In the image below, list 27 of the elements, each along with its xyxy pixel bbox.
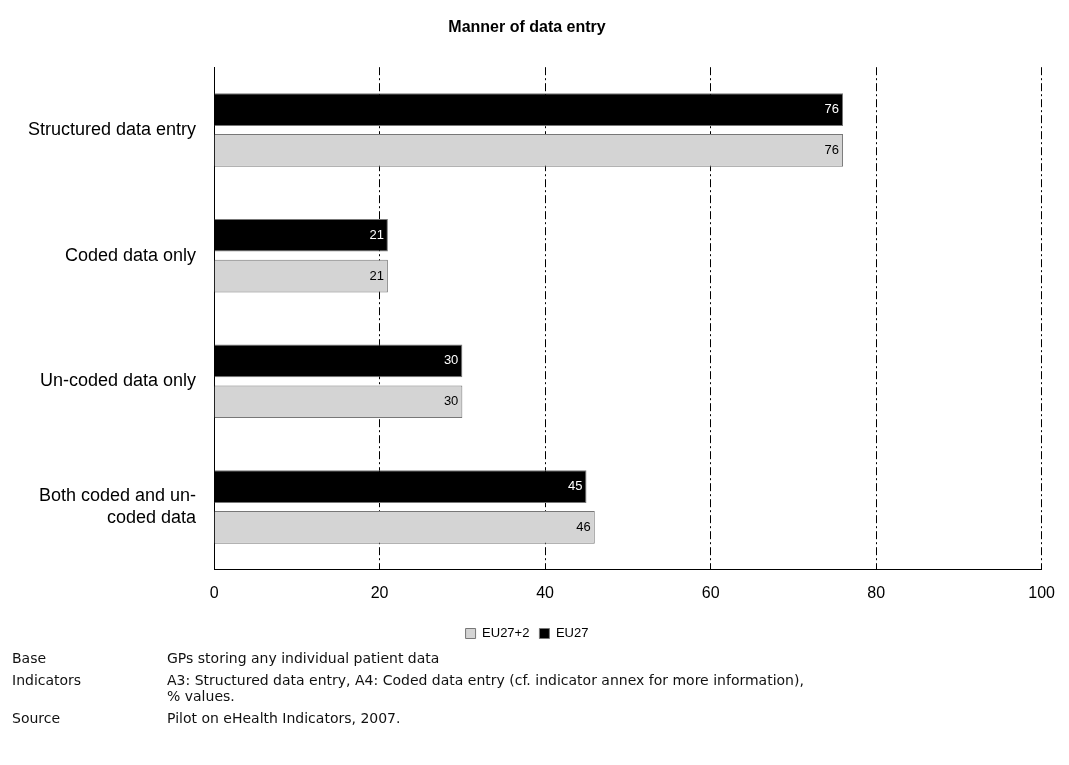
x-tick-label: 60 xyxy=(701,583,720,601)
x-tick-label: 40 xyxy=(536,583,555,601)
text: A3: Structured data entry, A4: Coded data entry (cf. indicator annex for more information), % values. xyxy=(167,672,805,704)
data-label: 46 xyxy=(576,518,591,534)
text: Indicators xyxy=(12,672,83,690)
y-tick-label: Coded data only xyxy=(64,244,197,265)
y-tick-label: Un-coded data only xyxy=(39,370,197,391)
text: Source xyxy=(12,710,62,726)
legend-label: EU27+2 xyxy=(482,625,530,641)
data-label: 30 xyxy=(443,393,459,409)
data-label: 21 xyxy=(369,226,384,242)
y-tick-label: Structured data entry xyxy=(28,118,197,139)
text: Pilot on eHealth Indicators, 2007. xyxy=(167,710,402,726)
text: Base xyxy=(12,650,48,666)
x-tick-label: 100 xyxy=(1028,583,1056,601)
legend-label: EU27 xyxy=(555,625,589,641)
data-label: 30 xyxy=(443,352,459,368)
data-label: 76 xyxy=(824,101,840,117)
data-label: 76 xyxy=(824,142,840,158)
data-label: 21 xyxy=(369,267,384,283)
data-label: 45 xyxy=(568,478,583,494)
x-tick-label: 20 xyxy=(370,583,389,601)
chart-title: Manner of data entry xyxy=(448,18,606,36)
x-tick-label: 0 xyxy=(209,583,219,601)
y-tick-label: Both coded and un-coded data xyxy=(38,485,198,527)
text: GPs storing any individual patient data xyxy=(167,650,441,666)
x-tick-label: 80 xyxy=(867,583,886,601)
